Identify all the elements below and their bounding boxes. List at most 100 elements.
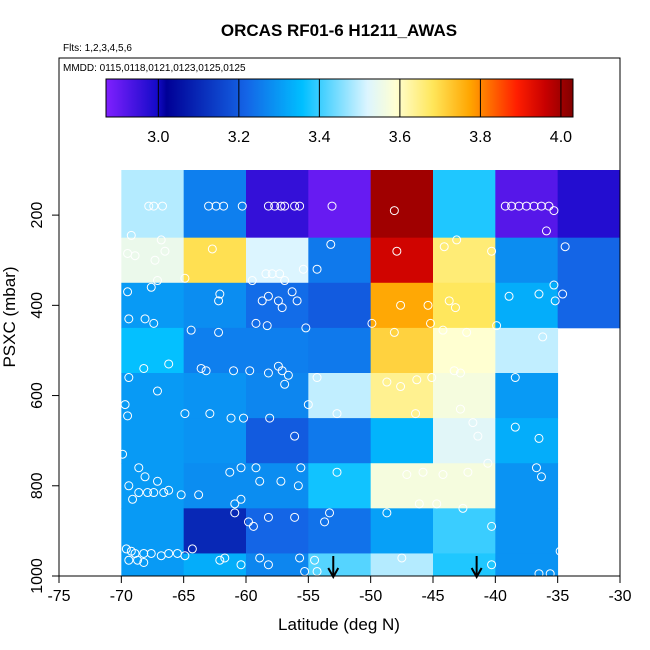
data-point	[463, 467, 473, 477]
heatmap-cell	[183, 463, 247, 509]
data-point	[186, 325, 196, 335]
x-tick-label: -30	[608, 588, 631, 605]
data-point	[382, 377, 392, 387]
data-point	[265, 413, 275, 423]
data-point	[427, 373, 437, 383]
data-point	[273, 361, 283, 371]
heatmap-cell	[183, 418, 247, 464]
heatmap-cell	[433, 508, 496, 554]
data-point	[301, 323, 311, 333]
colorbar-tick-label: 3.0	[147, 129, 169, 146]
heatmap-cell	[121, 463, 185, 509]
heatmap-cell	[433, 237, 496, 284]
data-point	[504, 291, 514, 301]
heatmap-cell	[246, 237, 309, 284]
data-point	[534, 289, 544, 299]
colorbar-gradient	[105, 78, 574, 118]
data-point	[160, 246, 170, 256]
data-point	[255, 476, 265, 486]
data-point	[310, 555, 320, 565]
data-point	[280, 276, 290, 286]
data-point	[187, 544, 197, 554]
data-point	[263, 368, 273, 378]
data-point	[219, 201, 229, 211]
heatmap-cell	[495, 237, 559, 284]
data-point	[247, 276, 257, 286]
data-point	[205, 409, 215, 419]
heatmap-cell	[308, 327, 372, 374]
data-point	[124, 373, 134, 383]
data-point	[267, 269, 277, 279]
x-axis-label: Latitude (deg N)	[278, 615, 400, 634]
heatmap-cell	[308, 418, 372, 464]
data-point	[455, 404, 465, 414]
data-point	[487, 560, 497, 570]
arrow-markers	[327, 556, 483, 580]
data-point	[536, 201, 546, 211]
heatmap-cell	[246, 327, 309, 374]
data-point	[261, 269, 271, 279]
data-point	[507, 201, 517, 211]
heatmap-cell	[557, 170, 621, 239]
data-point	[270, 201, 280, 211]
heatmap-cell	[370, 237, 434, 284]
x-tick-label: -40	[484, 588, 507, 605]
heatmap-cell	[308, 553, 372, 577]
heatmap-cell	[370, 373, 434, 419]
heatmap-cell	[246, 463, 309, 509]
y-tick-label: 800	[29, 472, 46, 499]
data-point	[283, 370, 293, 380]
data-point	[128, 494, 138, 504]
heatmap-cell	[183, 170, 247, 239]
data-point	[118, 449, 128, 459]
data-point	[426, 318, 436, 328]
data-point	[204, 201, 214, 211]
flights-label: Flts: 1,2,3,4,5,6	[63, 43, 132, 54]
data-point	[367, 318, 377, 328]
data-point	[450, 303, 460, 313]
data-point	[510, 373, 520, 383]
data-point	[392, 246, 402, 256]
data-point	[124, 314, 134, 324]
data-point	[123, 411, 133, 421]
x-axis: -75 -70 -65 -60 -55 -50 -45 -40 -35 -30	[47, 575, 632, 605]
heatmap-cells	[121, 170, 621, 577]
colorbar-tick-label: 4.0	[550, 129, 572, 146]
data-point	[251, 318, 261, 328]
data-point	[214, 327, 224, 337]
heatmap-cell	[308, 463, 372, 509]
heatmap-cell	[433, 327, 496, 374]
data-point	[134, 463, 144, 473]
heatmap-cell	[183, 327, 247, 374]
colorbar-tick-label: 3.4	[308, 129, 330, 146]
data-point	[263, 291, 273, 301]
data-point	[225, 467, 235, 477]
data-point	[549, 206, 559, 216]
heatmap-cell	[308, 508, 372, 554]
data-point	[438, 470, 448, 479]
data-point	[550, 296, 560, 306]
colorbar-ticks: 3.0 3.2 3.4 3.6 3.8 4.0	[147, 79, 572, 146]
data-point	[290, 201, 300, 211]
heatmap-cell	[121, 418, 185, 464]
data-point	[564, 375, 574, 385]
data-point	[327, 201, 337, 211]
data-point	[180, 551, 190, 561]
heatmap-cell	[433, 373, 496, 419]
data-point	[280, 379, 290, 389]
x-tick-label: -35	[546, 588, 569, 605]
data-point	[140, 314, 150, 324]
heatmap-cell	[433, 282, 496, 329]
data-point	[134, 488, 144, 498]
data-point	[487, 246, 497, 256]
heatmap-cell	[121, 237, 185, 284]
y-tick-label: 200	[29, 202, 46, 229]
data-point	[139, 548, 149, 558]
data-point	[560, 242, 570, 252]
data-point	[514, 201, 524, 211]
data-point	[292, 296, 302, 306]
heatmap-cell	[370, 282, 434, 329]
data-point	[296, 463, 306, 473]
heatmap-cell	[495, 373, 559, 419]
data-point	[544, 201, 554, 211]
